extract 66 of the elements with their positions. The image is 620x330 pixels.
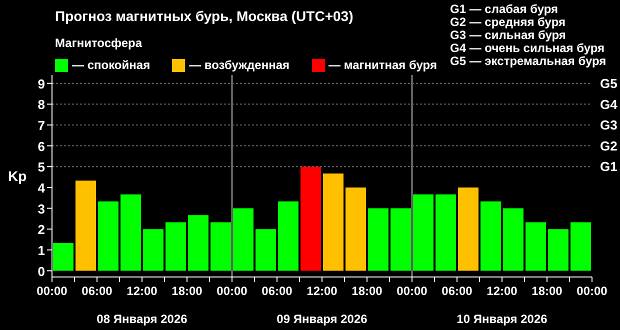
bar	[390, 208, 411, 271]
bar	[98, 201, 118, 271]
ref-line-label: G5	[600, 76, 618, 91]
x-tick-label: 18:00	[532, 284, 563, 298]
bar	[480, 201, 501, 271]
bar	[278, 201, 298, 271]
x2-tick-label: 10 Января 2026	[456, 312, 548, 326]
ref-line-label: G2	[600, 138, 618, 154]
bar	[120, 194, 141, 271]
bar	[210, 222, 231, 271]
text: G2 — средняя буря	[450, 15, 566, 29]
bar	[256, 229, 276, 271]
text: G4 — очень сильная буря	[450, 41, 606, 55]
x2-tick-label: 09 Января 2026	[276, 312, 368, 326]
ref-line-label: G4	[600, 96, 618, 112]
y-tick-label: 8	[38, 97, 45, 112]
bar	[323, 174, 344, 271]
x-tick-label: 06:00	[262, 284, 293, 298]
x-tick-label: 00:00	[216, 284, 248, 298]
bar	[76, 180, 96, 271]
y-tick-label: 2	[38, 222, 45, 238]
bar	[436, 194, 456, 271]
y-tick-label: 4	[38, 180, 46, 196]
x-tick-label: 06:00	[442, 284, 473, 298]
x-tick-label: 00:00	[576, 284, 608, 298]
y-axis-title: Kp	[8, 168, 27, 184]
bar	[346, 187, 366, 271]
x-tick-label: 12:00	[486, 284, 518, 298]
bar	[166, 222, 186, 271]
legend-label: — магнитная буря	[328, 58, 437, 72]
bar	[570, 222, 591, 271]
x-tick-label: 18:00	[352, 284, 383, 298]
x2-tick-label: 08 Января 2026	[96, 312, 188, 326]
legend-label: — спокойная	[72, 58, 150, 72]
y-tick-label: 1	[38, 242, 45, 258]
bar	[413, 194, 434, 271]
y-tick-label: 3	[38, 201, 45, 216]
x-tick-label: 06:00	[82, 284, 113, 298]
text: G5 — экстремальная буря	[450, 54, 606, 68]
text: G3 — сильная буря	[450, 28, 567, 42]
x-tick-label: 00:00	[396, 284, 428, 298]
chart-title: Прогноз магнитных бурь, Москва (UTC+03)	[55, 8, 354, 24]
y-tick-label: 7	[38, 118, 45, 133]
bar	[233, 208, 254, 271]
x-tick-label: 18:00	[172, 284, 203, 298]
bar	[300, 166, 321, 271]
y-tick-label: 9	[38, 76, 45, 92]
y-tick-label: 6	[38, 138, 45, 154]
bar	[188, 215, 208, 271]
y-tick-label: 5	[38, 160, 45, 175]
bar	[53, 243, 74, 271]
y-tick-label: 0	[38, 264, 45, 279]
legend-label: — возбужденная	[189, 58, 290, 72]
bar	[143, 229, 164, 271]
legend-title: Магнитосфера	[55, 36, 144, 50]
ref-line-label: G3	[600, 118, 618, 133]
bar	[458, 187, 478, 271]
x-tick-label: 12:00	[306, 284, 338, 298]
x-tick-label: 12:00	[126, 284, 158, 298]
ref-line-label: G1	[600, 159, 618, 174]
bar	[368, 208, 388, 271]
bar	[503, 208, 524, 271]
text: G1 — слабая буря	[450, 2, 560, 16]
bar	[526, 222, 546, 271]
bar	[548, 229, 568, 271]
x-tick-label: 00:00	[36, 284, 68, 298]
